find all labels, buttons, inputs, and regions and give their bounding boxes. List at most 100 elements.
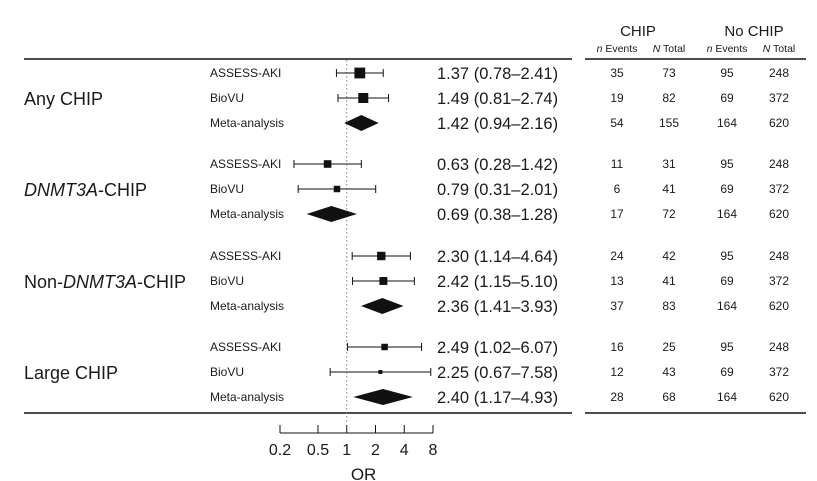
nochip-n-events: 69 — [720, 91, 734, 105]
x-tick-label: 0.2 — [269, 442, 291, 459]
point-estimate — [333, 185, 341, 193]
nochip-n-events: 164 — [717, 116, 737, 130]
chip-n-events: 54 — [610, 116, 624, 130]
x-tick-label: 4 — [400, 442, 409, 459]
nochip-n-events: 69 — [720, 365, 734, 379]
nochip-n-events: 95 — [720, 249, 734, 263]
study-label: BioVU — [210, 365, 244, 379]
chip-n-total: 68 — [662, 390, 676, 404]
group-label: Non-DNMT3A-CHIP — [24, 272, 186, 292]
study-label: ASSESS-AKI — [210, 66, 281, 80]
meta-diamond — [353, 389, 413, 405]
point-estimate — [378, 370, 383, 374]
subheader-nochip-n-total: N Total — [763, 43, 796, 55]
nochip-n-events: 164 — [717, 299, 737, 313]
or-ci-label: 1.49 (0.81–2.74) — [437, 90, 558, 108]
or-ci-label: 0.69 (0.38–1.28) — [437, 206, 558, 224]
meta-diamond — [306, 206, 357, 222]
nochip-n-total: 248 — [769, 340, 789, 354]
study-label: ASSESS-AKI — [210, 157, 281, 171]
study-label: ASSESS-AKI — [210, 249, 281, 263]
nochip-n-total: 620 — [769, 116, 789, 130]
chip-n-total: 42 — [662, 249, 676, 263]
x-tick-label: 8 — [429, 442, 438, 459]
or-ci-label: 2.40 (1.17–4.93) — [437, 389, 558, 407]
chip-n-total: 72 — [662, 207, 676, 221]
group-label: DNMT3A-CHIP — [24, 180, 147, 200]
or-ci-label: 0.63 (0.28–1.42) — [437, 156, 558, 174]
chip-n-events: 19 — [610, 91, 624, 105]
chip-n-total: 41 — [662, 274, 676, 288]
group-label: Large CHIP — [24, 363, 118, 383]
chip-n-total: 25 — [662, 340, 676, 354]
point-estimate — [377, 251, 386, 261]
x-tick-label: 0.5 — [307, 442, 329, 459]
header-no-chip: No CHIP — [724, 23, 783, 40]
or-ci-label: 2.42 (1.15–5.10) — [437, 273, 558, 291]
nochip-n-total: 248 — [769, 66, 789, 80]
chip-n-events: 28 — [610, 390, 624, 404]
nochip-n-total: 620 — [769, 390, 789, 404]
or-ci-label: 2.49 (1.02–6.07) — [437, 339, 558, 357]
point-estimate — [381, 343, 388, 351]
study-label: BioVU — [210, 274, 244, 288]
chip-n-events: 35 — [610, 66, 624, 80]
chip-n-events: 6 — [614, 182, 621, 196]
chip-n-total: 41 — [662, 182, 676, 196]
chip-n-total: 82 — [662, 91, 676, 105]
nochip-n-total: 248 — [769, 157, 789, 171]
nochip-n-total: 372 — [769, 274, 789, 288]
or-ci-label: 2.30 (1.14–4.64) — [437, 248, 558, 266]
point-estimate — [354, 67, 366, 79]
nochip-n-total: 372 — [769, 91, 789, 105]
or-ci-label: 1.42 (0.94–2.16) — [437, 115, 558, 133]
or-ci-label: 2.25 (0.67–7.58) — [437, 364, 558, 382]
nochip-n-total: 372 — [769, 365, 789, 379]
or-ci-label: 0.79 (0.31–2.01) — [437, 181, 558, 199]
point-estimate — [323, 160, 332, 168]
chip-n-events: 11 — [611, 157, 624, 171]
study-label: BioVU — [210, 182, 244, 196]
chip-n-total: 83 — [662, 299, 676, 313]
nochip-n-events: 95 — [720, 66, 734, 80]
nochip-n-events: 69 — [720, 274, 734, 288]
study-label: Meta-analysis — [210, 207, 284, 221]
point-estimate — [379, 277, 388, 285]
or-ci-label: 1.37 (0.78–2.41) — [437, 65, 558, 83]
nochip-n-events: 95 — [720, 157, 734, 171]
chip-n-events: 12 — [610, 365, 624, 379]
nochip-n-total: 372 — [769, 182, 789, 196]
or-ci-label: 2.36 (1.41–3.93) — [437, 298, 558, 316]
chip-n-total: 155 — [659, 116, 679, 130]
nochip-n-events: 164 — [717, 390, 737, 404]
chip-n-events: 13 — [610, 274, 624, 288]
chip-n-events: 37 — [610, 299, 624, 313]
group-label: Any CHIP — [24, 89, 103, 109]
chip-n-events: 17 — [610, 207, 624, 221]
header-chip: CHIP — [620, 23, 656, 40]
study-label: ASSESS-AKI — [210, 340, 281, 354]
chip-n-total: 31 — [662, 157, 676, 171]
subheader-nochip-n-events: n Events — [707, 43, 748, 55]
meta-diamond — [344, 115, 379, 131]
nochip-n-events: 69 — [720, 182, 734, 196]
nochip-n-total: 248 — [769, 249, 789, 263]
point-estimate — [358, 93, 369, 103]
study-label: Meta-analysis — [210, 299, 284, 313]
study-label: Meta-analysis — [210, 116, 284, 130]
meta-diamond — [361, 298, 404, 314]
study-label: Meta-analysis — [210, 390, 284, 404]
study-label: BioVU — [210, 91, 244, 105]
chip-n-total: 73 — [662, 66, 676, 80]
chip-n-total: 43 — [662, 365, 676, 379]
nochip-n-total: 620 — [769, 299, 789, 313]
x-axis-label: OR — [351, 465, 377, 481]
subheader-chip-n-total: N Total — [653, 43, 686, 55]
x-tick-label: 1 — [342, 442, 351, 459]
nochip-n-events: 95 — [720, 340, 734, 354]
x-tick-label: 2 — [371, 442, 380, 459]
nochip-n-total: 620 — [769, 207, 789, 221]
subheader-chip-n-events: n Events — [597, 43, 638, 55]
chip-n-events: 16 — [610, 340, 624, 354]
